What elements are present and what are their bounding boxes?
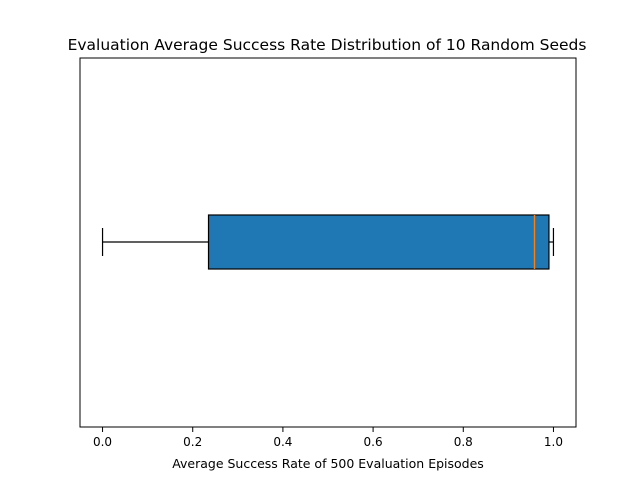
x-axis: 0.0 0.2 0.4 0.6 0.8 1.0 [93,427,563,449]
x-tick-label: 0.2 [183,435,202,449]
x-tick-label: 0.0 [93,435,112,449]
x-axis-label: Average Success Rate of 500 Evaluation E… [172,456,484,471]
x-tick-label: 0.8 [454,435,473,449]
x-tick-label: 1.0 [544,435,563,449]
chart-title: Evaluation Average Success Rate Distribu… [68,36,587,54]
interquartile-box [207,214,550,270]
x-tick-label: 0.6 [364,435,383,449]
plot-area-frame [79,57,577,428]
x-tick-label: 0.4 [273,435,292,449]
box-plot-element [101,214,555,270]
